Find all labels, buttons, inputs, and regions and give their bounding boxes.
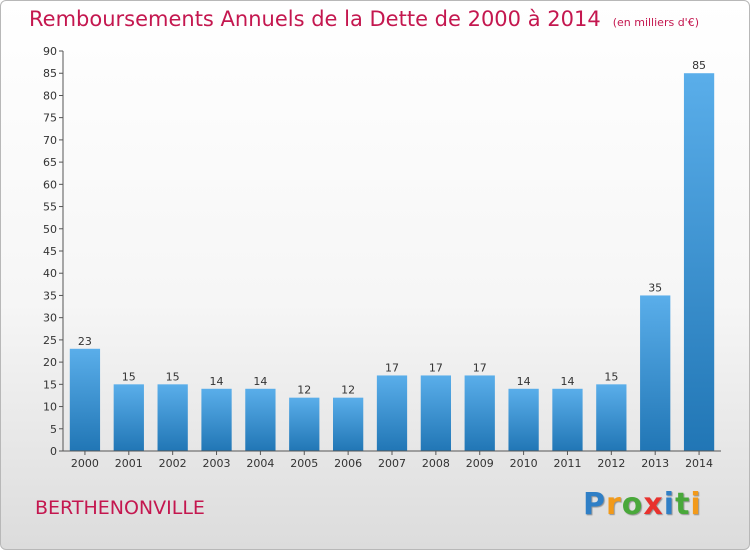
- bar-value-label: 14: [210, 375, 224, 388]
- y-tick-label: 25: [43, 334, 57, 347]
- x-tick-label: 2005: [290, 457, 318, 470]
- bar-value-label: 14: [253, 375, 267, 388]
- x-tick-label: 2000: [71, 457, 99, 470]
- y-tick-label: 80: [43, 89, 57, 102]
- proxiti-logo: Proxiti: [583, 487, 702, 522]
- bar-value-label: 14: [517, 375, 531, 388]
- y-tick-label: 20: [43, 356, 57, 369]
- x-tick-label: 2014: [685, 457, 713, 470]
- bar-2001: [113, 384, 144, 451]
- y-tick-label: 5: [50, 423, 57, 436]
- y-tick-label: 45: [43, 245, 57, 258]
- y-tick-label: 85: [43, 67, 57, 80]
- bars: 23 15 15 14 14 12 12 17 17 17 14 14 15 35 85: [69, 59, 715, 451]
- y-tick-label: 15: [43, 378, 57, 391]
- x-tick-label: 2002: [159, 457, 187, 470]
- x-tick-label: 2004: [246, 457, 274, 470]
- bar-value-label: 15: [166, 370, 180, 383]
- logo-letter: r: [606, 487, 622, 522]
- y-tick-label: 60: [43, 178, 57, 191]
- bar-value-label: 14: [560, 375, 574, 388]
- commune-name: BERTHENONVILLE: [35, 497, 205, 519]
- x-tick-label: 2013: [641, 457, 669, 470]
- logo-letter: i: [690, 487, 702, 522]
- logo-letter: i: [663, 487, 676, 522]
- y-tick-label: 35: [43, 289, 57, 302]
- bar-value-label: 12: [341, 384, 355, 397]
- chart-unit: (en milliers d'€): [612, 16, 699, 29]
- bar-2006: [332, 397, 364, 451]
- x-tick-label: 2010: [510, 457, 538, 470]
- bar-2009: [464, 375, 495, 451]
- y-tick-label: 65: [43, 156, 57, 169]
- y-tick-label: 90: [43, 45, 57, 58]
- bar-value-label: 12: [297, 384, 311, 397]
- bar-2008: [420, 375, 452, 451]
- logo-letter: o: [621, 487, 644, 522]
- y-tick-label: 50: [43, 223, 57, 236]
- bar-2003: [201, 388, 232, 451]
- bar-value-label: 15: [604, 370, 618, 383]
- bar-2010: [508, 388, 539, 451]
- x-tick-label: 2008: [422, 457, 450, 470]
- bar-2004: [245, 388, 276, 451]
- logo-letter: t: [675, 487, 691, 522]
- chart-title-text: Remboursements Annuels de la Dette de 20…: [29, 7, 601, 31]
- bar-value-label: 23: [78, 335, 92, 348]
- x-tick-label: 2001: [115, 457, 143, 470]
- y-tick-label: 75: [43, 112, 57, 125]
- y-tick-label: 10: [43, 401, 57, 414]
- x-tick-label: 2011: [553, 457, 581, 470]
- bar-2014: [683, 73, 715, 451]
- y-tick-label: 40: [43, 267, 57, 280]
- y-tick-label: 0: [50, 445, 57, 458]
- bar-value-label: 17: [385, 361, 399, 374]
- logo-letter: P: [583, 487, 606, 522]
- bar-2007: [376, 375, 408, 451]
- x-tick-label: 2006: [334, 457, 362, 470]
- chart-title: Remboursements Annuels de la Dette de 20…: [29, 7, 699, 31]
- bar-value-label: 85: [692, 59, 706, 72]
- bar-value-label: 35: [648, 281, 662, 294]
- bar-value-label: 17: [429, 361, 443, 374]
- y-tick-label: 30: [43, 312, 57, 325]
- x-tick-label: 2012: [597, 457, 625, 470]
- bar-2005: [289, 397, 320, 451]
- x-tick-label: 2009: [466, 457, 494, 470]
- bar-value-label: 17: [473, 361, 487, 374]
- logo-letter: x: [643, 487, 664, 522]
- x-tick-label: 2003: [203, 457, 231, 470]
- bar-2000: [69, 348, 101, 451]
- y-tick-label: 70: [43, 134, 57, 147]
- y-axis: 0 5 10 15 20 25 30 35 40 45 50 55 60 65 70 75 80 85 90: [43, 45, 64, 458]
- bar-2012: [596, 384, 627, 451]
- bar-2011: [552, 388, 583, 451]
- y-tick-label: 55: [43, 201, 57, 214]
- bar-2013: [640, 295, 671, 451]
- x-tick-label: 2007: [378, 457, 406, 470]
- bar-value-label: 15: [122, 370, 136, 383]
- bar-2002: [157, 384, 188, 451]
- x-axis: 2000 2001 2002 2003 2004 2005 2006 2007 2008 2009…: [63, 450, 721, 470]
